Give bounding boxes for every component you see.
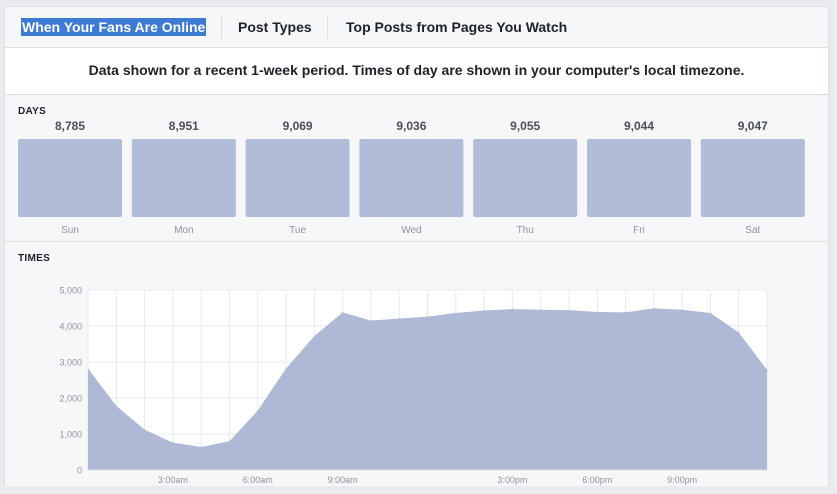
area-point [313,335,315,337]
days-section: DAYS 8,785 Sun 8,951 Mon 9,069 Tue 9,036 Wed 9,0… [5,94,828,241]
x-tick-label: 6:00am [243,475,273,485]
tab-label: Post Types [238,19,312,35]
days-bar-chart: 8,785 Sun 8,951 Mon 9,069 Tue 9,036 Wed 9,055 Thu… [18,119,805,236]
timezone-notice: Data shown for a recent 1-week period. T… [88,62,745,78]
x-tick-label: 3:00am [158,475,188,485]
area-point [200,446,202,448]
area-point [228,440,231,442]
area-point [596,311,598,313]
area-point [540,309,542,311]
day-bar-sat [700,139,805,217]
x-tick-label: 3:00pm [497,475,527,485]
area-point [257,410,259,412]
day-value-label: 8,785 [55,119,85,133]
day-value-label: 9,055 [510,119,540,133]
y-tick-label: 0 [77,466,82,476]
day-value-label: 9,069 [283,119,313,133]
area-point [738,331,740,334]
days-section-label: DAYS [18,106,47,117]
day-category-label: Wed [401,225,421,236]
y-tick-label: 1,000 [59,430,82,440]
tab-label: When Your Fans Are Online [21,18,207,36]
area-point [483,309,485,312]
tab-when-fans-online[interactable]: When Your Fans Are Online [21,7,207,47]
times-area-chart: 0 1,000 2,000 3,000 4,000 5,000 3:00am 6:00am 9:… [59,286,768,485]
day-category-label: Sat [745,225,760,236]
area-point [285,367,287,370]
day-value-label: 9,036 [396,119,426,133]
day-bar-tue [245,139,350,217]
area-point [172,442,174,444]
tab-top-posts[interactable]: Top Posts from Pages You Watch [346,7,567,47]
day-bar-mon [131,139,236,217]
tab-label: Top Posts from Pages You Watch [346,19,568,35]
day-category-label: Tue [289,225,306,236]
insights-panel: When Your Fans Are Online Post Types Top… [4,6,829,486]
day-value-label: 9,047 [738,119,768,133]
day-bar-fri [587,139,691,217]
area-point [511,308,513,310]
area-point [766,369,768,371]
area-point [370,320,372,322]
x-tick-label: 9:00pm [667,475,697,485]
day-category-label: Fri [633,225,645,236]
tab-divider [221,15,222,39]
area-series [88,308,767,470]
area-point [342,311,344,313]
area-point [568,309,570,311]
y-tick-label: 2,000 [59,394,82,404]
x-tick-label: 6:00pm [582,475,612,485]
area-point [87,367,89,370]
tab-post-types[interactable]: Post Types [238,7,312,47]
tab-divider [327,15,328,39]
area-point [143,429,146,431]
day-category-label: Sun [61,225,79,236]
tab-bar: When Your Fans Are Online Post Types Top… [5,7,828,48]
area-point [653,307,655,309]
day-value-label: 9,044 [624,119,654,133]
area-point [709,312,712,314]
area-point [624,311,627,313]
day-bar-sun [18,139,122,217]
y-tick-label: 3,000 [59,358,82,368]
y-tick-label: 4,000 [59,322,82,332]
area-point [455,312,457,314]
times-section-label: TIMES [18,253,51,264]
area-point [398,317,400,320]
times-section: TIMES 0 1,000 2,000 3,000 4,000 5,000 3:00am 6:… [5,241,828,486]
day-category-label: Mon [174,225,193,236]
day-bar-wed [359,139,464,217]
area-point [681,309,683,311]
area-point [426,316,429,318]
y-tick-label: 5,000 [59,286,82,296]
x-tick-label: 9:00am [328,475,358,485]
day-value-label: 8,951 [169,119,199,133]
day-category-label: Thu [517,225,534,236]
area-point [115,405,117,407]
day-bar-thu [473,139,578,217]
